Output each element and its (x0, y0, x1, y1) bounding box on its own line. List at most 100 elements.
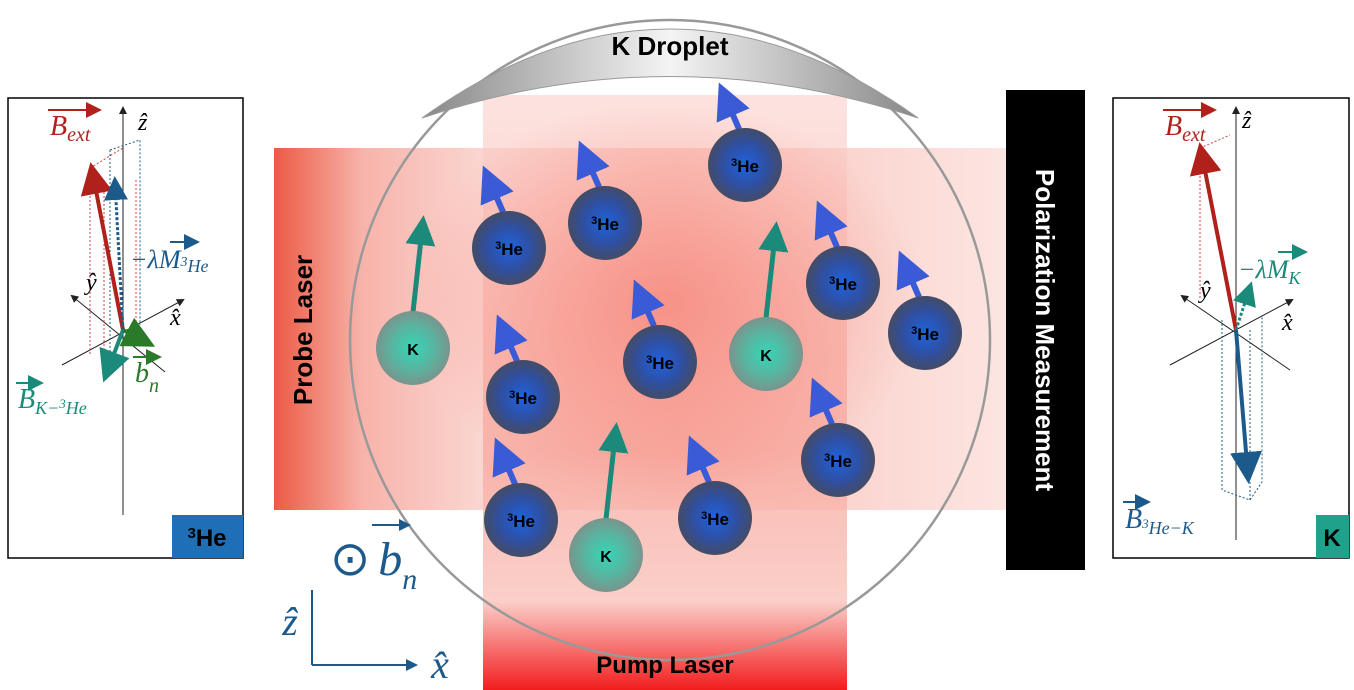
he-atom: 3He (801, 377, 875, 497)
projection (89, 147, 137, 360)
x-label: x̂ (1281, 310, 1293, 336)
atom-text: K (760, 348, 772, 365)
atom-text: He (513, 512, 535, 531)
spin-arrow (494, 314, 528, 363)
atom-label: 3He (731, 157, 759, 176)
atom (801, 423, 875, 497)
frame-axes: ẑ x̂ ⊙ bn (281, 519, 449, 687)
k-atom: K (376, 215, 450, 385)
spin-arrow (492, 437, 526, 486)
atom (486, 360, 560, 434)
probe-label: Probe Laser (288, 255, 318, 405)
spin-arrow (631, 279, 665, 328)
atom-label: 3He (829, 275, 857, 294)
he-atom: 3He (486, 314, 560, 434)
atom-text: He (737, 157, 759, 176)
atom-sup: 3 (824, 452, 830, 464)
magnetization-vector (1233, 281, 1256, 331)
droplet-cap (421, 28, 919, 119)
atom (568, 186, 642, 260)
atom-sup: 3 (591, 215, 597, 227)
z-label: ẑ (1241, 108, 1252, 134)
magnetization-label: −λM3He (130, 245, 208, 276)
b-n-vector (119, 317, 156, 347)
droplet (348, 18, 992, 662)
spin-arrow (576, 140, 610, 189)
magnetization-label: −λMK (1238, 255, 1301, 288)
he-panel: ẑ ŷ x̂ Bext −λM3He BK−3He bn 3He (7, 97, 244, 559)
badge-label: K (1323, 525, 1341, 552)
atom-label: K (600, 549, 612, 566)
y-label: ŷ (84, 270, 97, 296)
measurement-box (1006, 90, 1085, 570)
atom-label: 3He (495, 240, 523, 259)
x-label: x̂ (169, 305, 181, 331)
b-ext-vector (1189, 142, 1238, 331)
he-atom: 3He (806, 200, 880, 320)
b-n-label: bn (135, 358, 159, 397)
badge (172, 515, 243, 558)
atom-label: 3He (509, 389, 537, 408)
panel-frame (7, 97, 244, 559)
measurement-label: Polarization Measurement (1030, 169, 1060, 492)
atom-text: He (515, 389, 537, 408)
atom-label: K (760, 348, 772, 365)
atom (729, 317, 803, 391)
k-panel: ẑ ŷ x̂ Bext −λMK B3He−K K (1112, 97, 1350, 559)
spin-arrow (814, 200, 848, 249)
atom (806, 246, 880, 320)
atom-text: He (917, 325, 939, 344)
he-atom: 3He (888, 250, 962, 370)
atom-label: 3He (824, 452, 852, 471)
atom (569, 518, 643, 592)
atom-label: 3He (701, 510, 729, 529)
spin-arrow (896, 250, 930, 299)
b-ext-vector (80, 162, 125, 331)
atom (376, 311, 450, 385)
atom (888, 296, 962, 370)
he-atom: 3He (484, 437, 558, 557)
he-atom: 3He (708, 82, 782, 202)
atom-text: He (652, 354, 674, 373)
droplet-label: K Droplet (612, 31, 729, 61)
spin-arrow (758, 221, 789, 319)
badge-label: 3He (187, 525, 226, 552)
atom-text: He (835, 275, 857, 294)
atom-sup: 3 (646, 354, 652, 366)
atom-text: He (597, 215, 619, 234)
atom-sup: 3 (495, 240, 501, 252)
atom (484, 483, 558, 557)
atom-label: 3He (591, 215, 619, 234)
b-ext-label: Bext (50, 111, 91, 146)
atom-sup: 3 (731, 157, 737, 169)
x-label: x̂ (430, 642, 449, 687)
panel-frame (1112, 97, 1350, 559)
atom-label: 3He (507, 512, 535, 531)
atom (678, 481, 752, 555)
y-label: ŷ (1198, 278, 1211, 304)
normal-label: ⊙ bn (330, 533, 417, 596)
b-he-k-label: B3He−K (1125, 504, 1195, 538)
atom-sup: 3 (507, 512, 513, 524)
he-atom: 3He (678, 435, 752, 555)
x-axis (1169, 299, 1294, 366)
atom (708, 128, 782, 202)
he-atom: 3He (472, 165, 546, 285)
atom-text: He (501, 240, 523, 259)
k-atom: K (729, 221, 803, 391)
atom-sup: 3 (911, 325, 917, 337)
atom-text: He (707, 510, 729, 529)
atom (472, 211, 546, 285)
spin-arrow (716, 82, 750, 131)
spin-arrow (809, 377, 843, 426)
b-k-he-label: BK−3He (18, 384, 87, 418)
atom-sup: 3 (701, 510, 707, 522)
he-atom: 3He (568, 140, 642, 260)
atom-text: He (830, 452, 852, 471)
spin-arrow (480, 165, 514, 214)
spin-arrow (598, 422, 629, 520)
atom (623, 325, 697, 399)
pump-label: Pump Laser (596, 652, 733, 679)
